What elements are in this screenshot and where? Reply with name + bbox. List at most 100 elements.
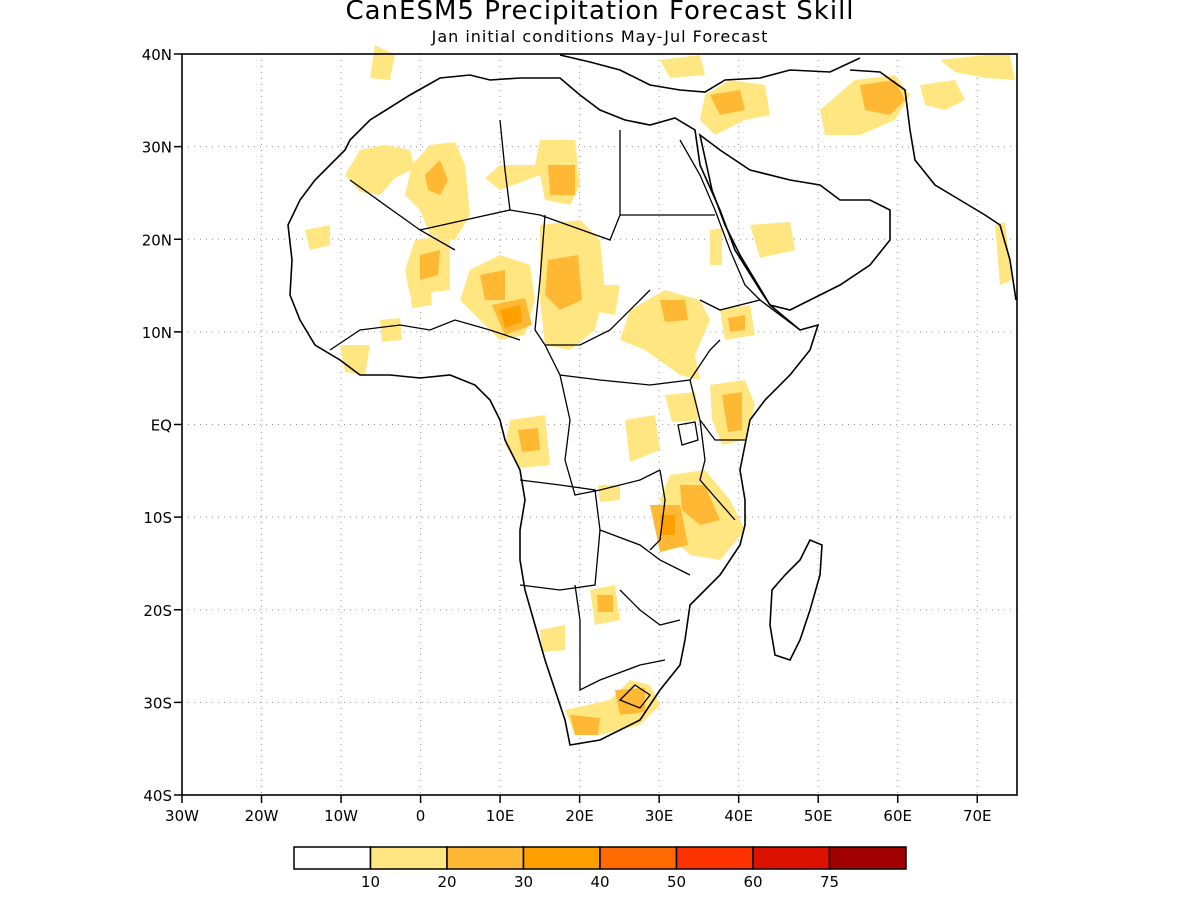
skill-area [518,428,540,452]
skill-area [625,415,660,462]
skill-area [380,318,402,342]
lon-tick-label: 20W [245,807,279,825]
skill-area [410,285,432,308]
border [699,299,801,331]
africa-coastline [287,74,820,746]
lat-tick-label: 20S [143,602,172,620]
legend-label: 75 [820,873,839,891]
border [699,419,736,521]
skill-area [615,688,645,715]
lat-tick-label: 40N [142,46,172,64]
lat-tick-label: 10N [142,324,172,342]
lon-tick-label: 0 [416,807,426,825]
skill-area [710,228,722,265]
border [559,374,661,496]
madagascar-coastline [769,538,823,661]
legend-swatch [522,846,601,870]
lon-tick-label: 10W [324,807,358,825]
lat-tick-label: 20N [142,231,172,249]
skill-area [340,345,370,375]
skill-area [710,90,745,115]
legend-label: 20 [437,873,456,891]
skill-area [940,55,1015,80]
border [619,589,681,626]
skill-area [722,392,742,432]
skill-area [620,290,710,380]
skill-area [660,515,675,535]
border [499,119,511,211]
legend-swatch [369,846,448,870]
skill-area [345,145,415,195]
legend-swatch [752,846,831,870]
skill-area [305,225,330,250]
lat-tick-label: EQ [151,417,172,435]
gridlines [182,54,1017,795]
legend-label: 40 [590,873,609,891]
legend-swatch [293,846,372,870]
skill-area [545,255,582,310]
border [574,584,666,692]
lon-tick-label: 50E [804,807,833,825]
skill-area [597,595,613,612]
skill-area [665,392,700,422]
skill-area [728,315,745,332]
border [519,479,601,591]
skill-area [860,80,905,115]
skill-area [540,625,565,652]
border [618,684,651,709]
lat-tick-label: 30N [142,139,172,157]
border [649,469,666,551]
asia-coastline [849,69,1017,301]
skill-area [370,45,395,80]
longitude-axis: 30W 20W 10W 0 10E 20E 30E 40E 50E 60E 70E [165,795,992,825]
legend-swatch [599,846,678,870]
skill-area [425,160,448,195]
legend-label: 10 [361,873,380,891]
border [689,379,745,441]
skill-area [750,222,795,258]
border [329,319,521,351]
map-frame [181,53,1018,796]
skill-area [920,80,965,110]
skill-shading [305,45,1015,735]
lat-tick-label: 30S [143,694,172,712]
skill-area [500,305,522,328]
coastlines [287,54,1017,746]
legend-label: 50 [667,873,686,891]
skill-area [420,250,440,280]
legend-swatch [675,846,754,870]
skill-area [548,165,575,195]
border [599,529,691,576]
border [534,214,651,346]
skill-area [598,285,620,315]
legend-swatch [828,846,907,870]
border [419,209,715,241]
arabia-coastline [698,133,891,311]
lon-tick-label: 30E [645,807,674,825]
lat-tick-label: 40S [143,787,172,805]
skill-area [660,300,688,322]
lon-tick-label: 20E [565,807,594,825]
lon-tick-label: 70E [963,807,992,825]
map-subtitle: Jan initial conditions May-Jul Forecast [431,27,769,46]
legend-label: 60 [743,873,762,891]
europe-coastline [559,54,861,93]
skill-area [660,55,705,78]
lon-tick-label: 40E [724,807,753,825]
lake-victoria [677,421,699,446]
lon-tick-label: 30W [165,807,199,825]
map-title: CanESM5 Precipitation Forecast Skill [345,0,855,26]
red-sea-coast [679,139,761,301]
lon-tick-label: 60E [883,807,912,825]
lat-tick-label: 10S [143,509,172,527]
skill-area [680,485,720,525]
legend-swatch [446,846,525,870]
skill-area [570,715,600,735]
skill-area [480,270,505,300]
legend-label: 30 [514,873,533,891]
color-legend: 10 20 30 40 50 60 75 [293,846,907,891]
lon-tick-label: 10E [486,807,515,825]
latitude-axis: 40N 30N 20N 10N EQ 10S 20S 30S 40S [142,46,182,805]
skill-area [995,222,1012,285]
